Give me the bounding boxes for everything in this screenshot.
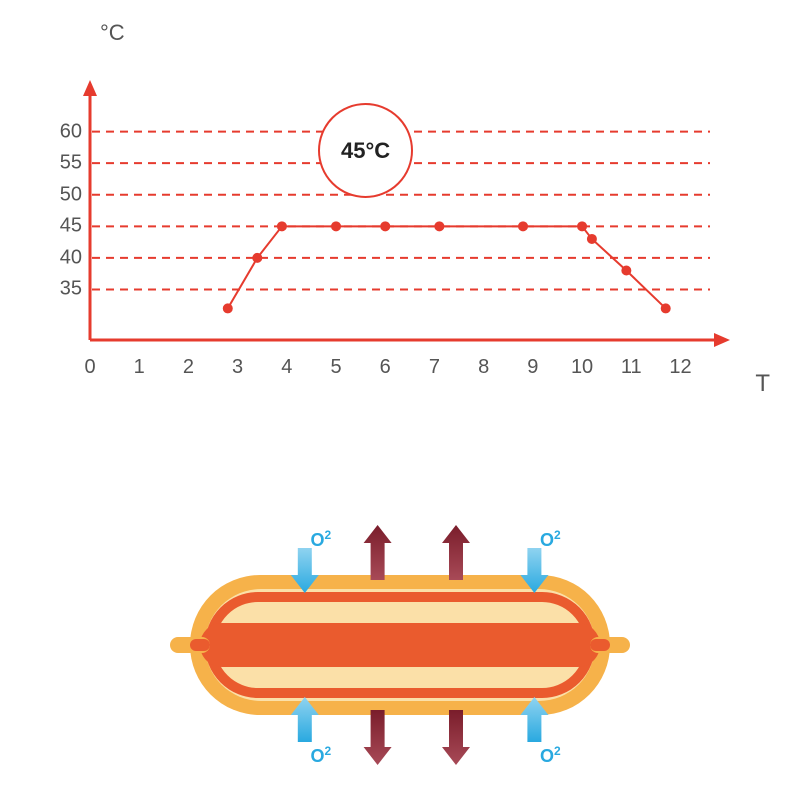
- chart-svg: [70, 70, 740, 390]
- x-tick-label: 4: [267, 356, 307, 379]
- y-tick-label: 45: [52, 215, 82, 238]
- x-tick-label: 8: [464, 356, 504, 379]
- x-tick-label: 6: [365, 356, 405, 379]
- y-axis-unit: °C: [100, 20, 125, 46]
- x-tick-label: 3: [218, 356, 258, 379]
- temperature-callout: 45°C: [318, 103, 413, 198]
- callout-text: 45°C: [341, 138, 390, 164]
- x-tick-label: 12: [660, 356, 700, 379]
- x-tick-label: 7: [414, 356, 454, 379]
- y-tick-label: 40: [52, 246, 82, 269]
- x-tick-label: 10: [562, 356, 602, 379]
- x-tick-label: 1: [119, 356, 159, 379]
- o2-label: O2: [540, 528, 561, 551]
- y-tick-label: 55: [52, 152, 82, 175]
- y-tick-label: 35: [52, 278, 82, 301]
- o2-label: O2: [310, 528, 331, 551]
- temperature-chart: °C T 45°C 354045505560 0123456789101112: [40, 20, 760, 420]
- heat-oxygen-diagram: O2 O2 O2 O2: [120, 500, 680, 790]
- y-tick-label: 60: [52, 120, 82, 143]
- x-tick-label: 2: [168, 356, 208, 379]
- o2-label: O2: [310, 744, 331, 767]
- x-tick-label: 5: [316, 356, 356, 379]
- x-tick-label: 0: [70, 356, 110, 379]
- x-tick-label: 9: [513, 356, 553, 379]
- chart-plot-area: 45°C 354045505560 0123456789101112: [70, 70, 740, 370]
- o2-label: O2: [540, 744, 561, 767]
- diagram-svg: [120, 500, 680, 790]
- x-axis-unit: T: [755, 370, 770, 398]
- x-tick-label: 11: [611, 356, 651, 379]
- y-tick-label: 50: [52, 183, 82, 206]
